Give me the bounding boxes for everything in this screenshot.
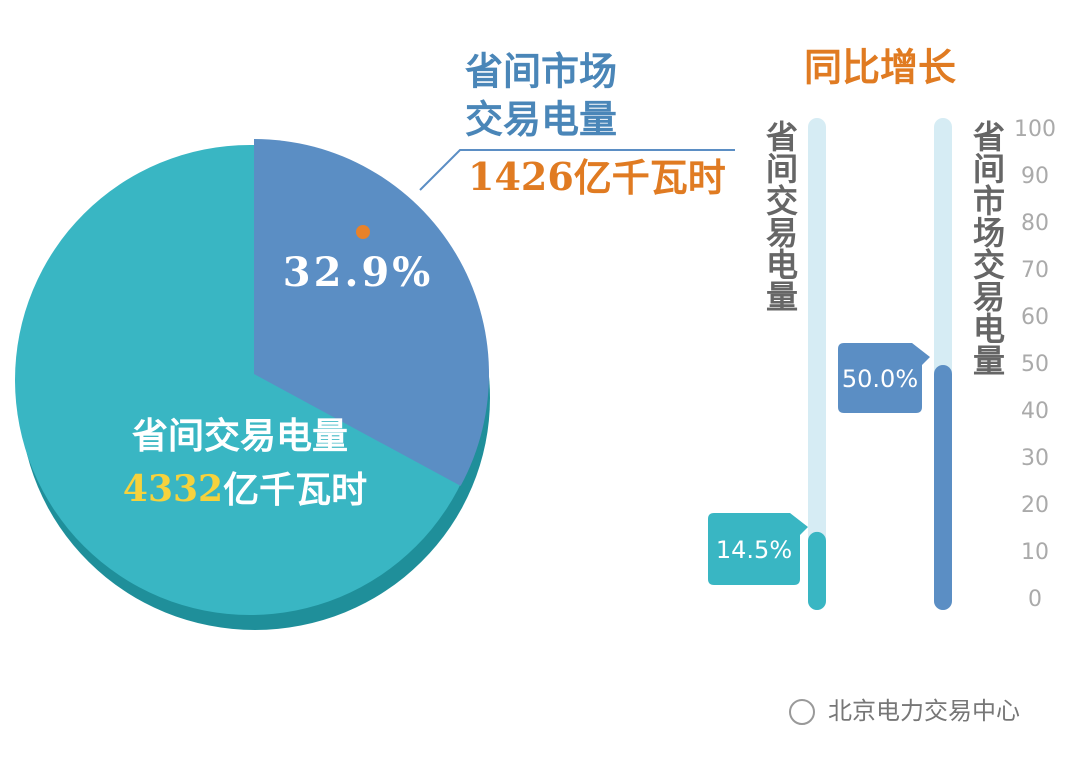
category-label: 省间交易电量 (761, 120, 799, 312)
total-value: 4332 (123, 468, 223, 510)
watermark: 北京电力交易中心 (789, 697, 1020, 725)
leader-line (419, 149, 735, 191)
bar (808, 531, 826, 610)
slice-dot (356, 225, 370, 239)
total-unit: 亿千瓦时 (223, 470, 367, 511)
y-tick-label: 30 (1021, 446, 1049, 471)
slice-label: 交易电量 (465, 98, 617, 142)
value-label: 14.5% (716, 536, 792, 564)
bar-title: 同比增长 (804, 46, 956, 90)
slice-unit: 亿千瓦时 (574, 156, 726, 200)
y-tick-label: 70 (1021, 258, 1049, 283)
y-tick-label: 80 (1021, 211, 1049, 236)
callout-box (708, 513, 808, 585)
slice-label: 省间市场 (465, 50, 617, 94)
y-tick-label: 100 (1014, 117, 1056, 142)
y-tick-label: 90 (1021, 164, 1049, 189)
slice-amount: 1426亿千瓦时 (468, 154, 726, 200)
bar (934, 365, 952, 610)
category-label: 省间市场交易电量 (968, 120, 1006, 376)
watermark-icon (789, 699, 815, 725)
bar-track (808, 118, 826, 610)
slice-share: 32.9% (283, 249, 433, 296)
y-tick-label: 10 (1021, 540, 1049, 565)
value-label: 50.0% (842, 365, 918, 393)
total-label: 省间交易电量 (132, 415, 348, 457)
y-tick-label: 40 (1021, 399, 1049, 424)
callout-box (838, 343, 930, 413)
bar-chart: 同比增长 0 10 20 30 40 50 60 70 80 90 100 14.5% 50.0% 省间交易… (708, 46, 1056, 612)
y-tick-label: 0 (1028, 587, 1042, 612)
y-tick-label: 50 (1021, 352, 1049, 377)
pie-slice (254, 139, 489, 486)
y-tick-label: 60 (1021, 305, 1049, 330)
slice-value: 1426 (468, 154, 574, 199)
total-amount: 4332亿千瓦时 (123, 468, 367, 511)
watermark-text: 北京电力交易中心 (828, 697, 1020, 725)
y-tick-label: 20 (1021, 493, 1049, 518)
